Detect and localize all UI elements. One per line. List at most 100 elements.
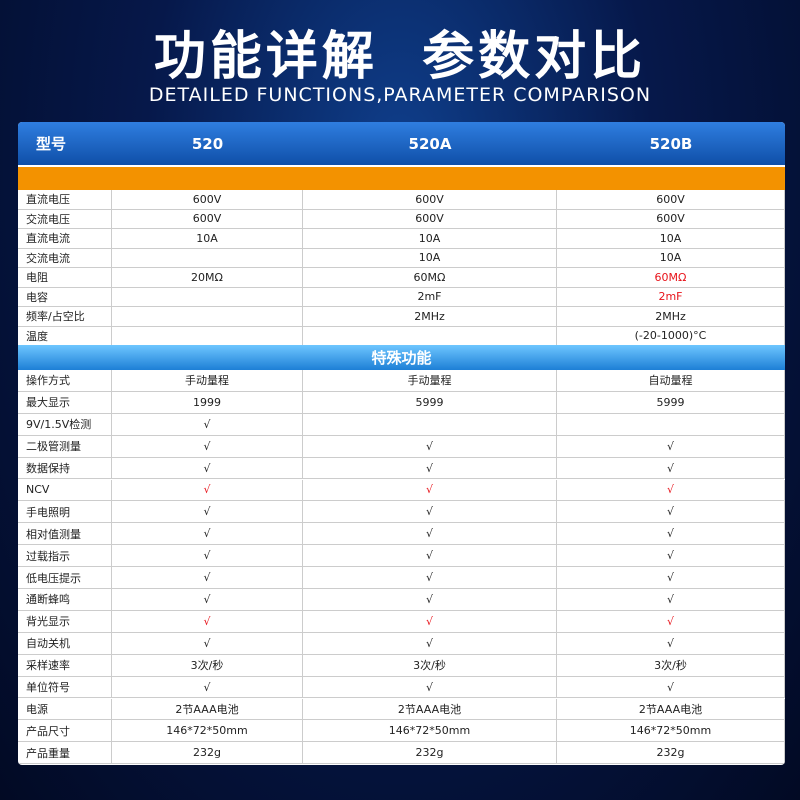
cell: 600V bbox=[112, 209, 303, 229]
row-label: 产品重量 bbox=[18, 742, 112, 765]
cell: √ bbox=[303, 545, 557, 568]
cell: √ bbox=[112, 479, 303, 502]
cell: √ bbox=[557, 632, 785, 655]
cell: 2节AAA电池 bbox=[112, 698, 303, 721]
cell: √ bbox=[303, 589, 557, 611]
row-label: NCV bbox=[18, 479, 112, 502]
cell: 5999 bbox=[557, 391, 785, 414]
cell: √ bbox=[112, 545, 303, 568]
table: 型号 520 520A 520B 直流电压 600V 600V 600V 交流电压 600V 600… bbox=[18, 122, 785, 765]
column-header: 520B bbox=[649, 134, 693, 153]
row-label: 最大显示 bbox=[18, 391, 112, 414]
row-label: 电容 bbox=[18, 287, 112, 307]
cell: √ bbox=[112, 457, 303, 480]
cell: 20MΩ bbox=[112, 268, 303, 288]
cell: 2MHz bbox=[557, 307, 785, 327]
cell: 自动量程 bbox=[557, 370, 785, 392]
cell: √ bbox=[112, 567, 303, 589]
empty-cell bbox=[112, 287, 303, 307]
cell: √ bbox=[303, 457, 557, 480]
cell: 600V bbox=[557, 209, 785, 229]
cell: 232g bbox=[557, 742, 785, 765]
cell: 600V bbox=[557, 190, 785, 210]
cell: √ bbox=[303, 435, 557, 458]
empty-cell bbox=[557, 413, 785, 436]
cell: √ bbox=[557, 676, 785, 699]
cell: (-20-1000)°C bbox=[557, 326, 785, 346]
cell: 146*72*50mm bbox=[303, 720, 557, 743]
cell: 2MHz bbox=[303, 307, 557, 327]
orange-band bbox=[18, 167, 785, 190]
column-header: 520 bbox=[191, 134, 224, 153]
cell: 146*72*50mm bbox=[112, 720, 303, 743]
cell: √ bbox=[112, 413, 303, 436]
cell: √ bbox=[112, 523, 303, 546]
cell: √ bbox=[303, 501, 557, 524]
cell: 2mF bbox=[557, 287, 785, 307]
cell: 600V bbox=[112, 190, 303, 210]
cell: 3次/秒 bbox=[303, 654, 557, 677]
row-label: 9V/1.5V检测 bbox=[18, 413, 112, 436]
row-label: 频率/占空比 bbox=[18, 307, 112, 327]
header-row bbox=[18, 122, 785, 165]
empty-cell bbox=[303, 326, 557, 346]
row-label: 交流电压 bbox=[18, 209, 112, 229]
row-label: 产品尺寸 bbox=[18, 720, 112, 743]
cell: √ bbox=[112, 676, 303, 699]
cell: 10A bbox=[112, 229, 303, 249]
row-label: 二极管测量 bbox=[18, 435, 112, 458]
cell: √ bbox=[112, 501, 303, 524]
empty-cell bbox=[112, 248, 303, 268]
cell: √ bbox=[557, 610, 785, 633]
cell: 232g bbox=[112, 742, 303, 765]
cell: 3次/秒 bbox=[112, 654, 303, 677]
cell: √ bbox=[557, 501, 785, 524]
cell: √ bbox=[112, 589, 303, 611]
row-label: 过载指示 bbox=[18, 545, 112, 568]
row-label: 交流电流 bbox=[18, 248, 112, 268]
row-label: 低电压提示 bbox=[18, 567, 112, 589]
row-label: 电源 bbox=[18, 698, 112, 721]
row-label: 单位符号 bbox=[18, 676, 112, 699]
cell: 60MΩ bbox=[557, 268, 785, 288]
cell: √ bbox=[303, 676, 557, 699]
empty-cell bbox=[112, 326, 303, 346]
cell: 600V bbox=[303, 190, 557, 210]
cell: √ bbox=[557, 567, 785, 589]
row-label: 电阻 bbox=[18, 268, 112, 288]
title: 功能详解 参数对比 bbox=[153, 27, 647, 87]
row-label: 背光显示 bbox=[18, 610, 112, 633]
row-label: 温度 bbox=[18, 326, 112, 346]
row-label: 相对值测量 bbox=[18, 523, 112, 546]
cell: 146*72*50mm bbox=[557, 720, 785, 743]
cell: √ bbox=[557, 457, 785, 480]
cell: √ bbox=[303, 479, 557, 502]
cell: √ bbox=[112, 435, 303, 458]
cell: 2节AAA电池 bbox=[303, 698, 557, 721]
column-header: 型号 bbox=[36, 135, 67, 153]
cell: 600V bbox=[303, 209, 557, 229]
cell: √ bbox=[557, 479, 785, 502]
cell: √ bbox=[303, 523, 557, 546]
cell: 10A bbox=[303, 248, 557, 268]
row-label: 直流电流 bbox=[18, 229, 112, 249]
cell: √ bbox=[303, 610, 557, 633]
row-label: 操作方式 bbox=[18, 370, 112, 392]
column-header: 520A bbox=[408, 134, 452, 153]
cell: 5999 bbox=[303, 391, 557, 414]
empty-cell bbox=[303, 413, 557, 436]
cell: 60MΩ bbox=[303, 268, 557, 288]
cell: 10A bbox=[557, 229, 785, 249]
cell: 10A bbox=[303, 229, 557, 249]
cell: 232g bbox=[303, 742, 557, 765]
cell: √ bbox=[557, 435, 785, 458]
cell: 10A bbox=[557, 248, 785, 268]
cell: 2节AAA电池 bbox=[557, 698, 785, 721]
cell: √ bbox=[557, 589, 785, 611]
cell: 3次/秒 bbox=[557, 654, 785, 677]
subtitle: DETAILED FUNCTIONS,PARAMETER COMPARISON bbox=[148, 84, 652, 106]
empty-cell bbox=[112, 307, 303, 327]
row-label: 通断蜂鸣 bbox=[18, 589, 112, 611]
row-label: 采样速率 bbox=[18, 654, 112, 677]
cell: √ bbox=[557, 545, 785, 568]
